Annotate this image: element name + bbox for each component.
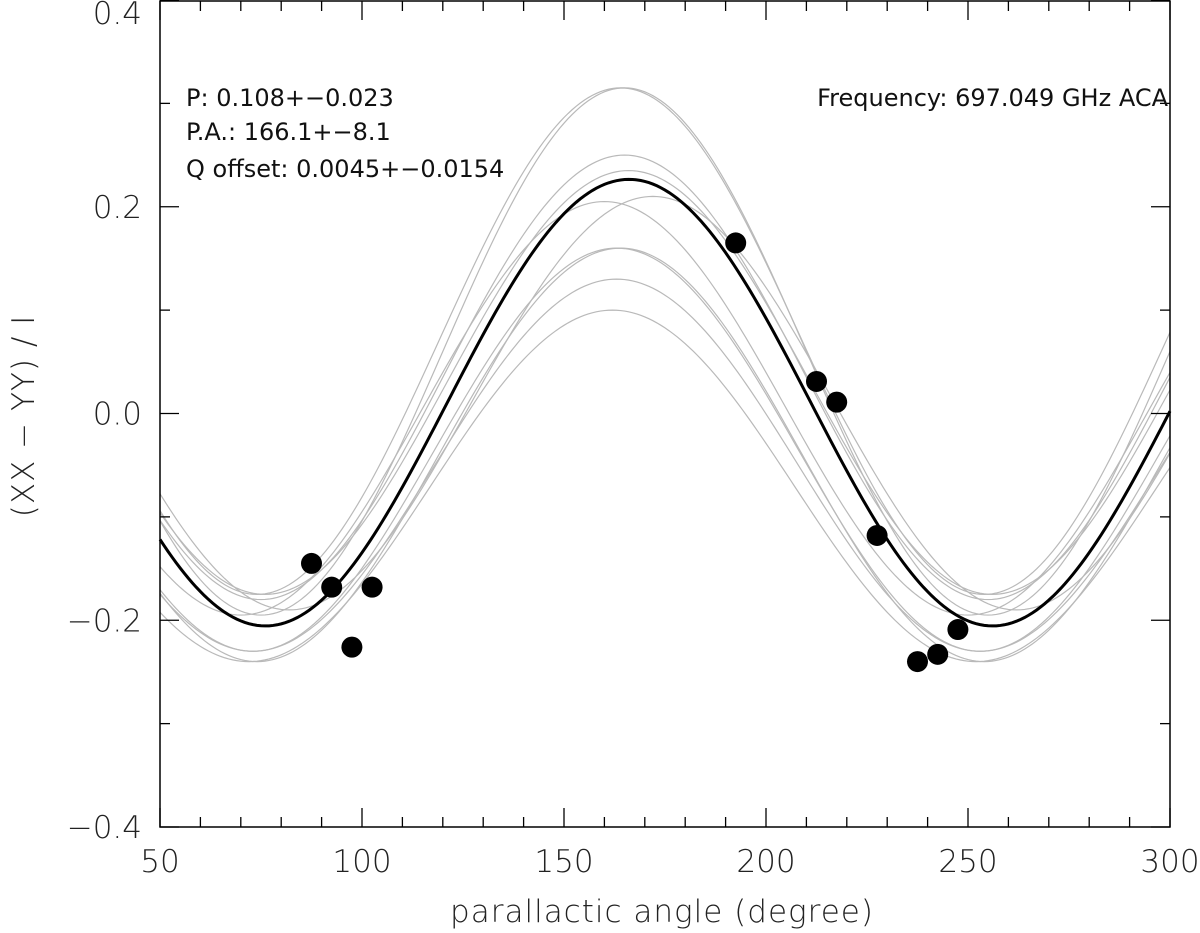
data-points [301, 232, 969, 673]
data-point-4 [361, 576, 383, 598]
data-point-11 [947, 619, 969, 641]
sample-fit-curve-6 [159, 195, 1171, 611]
data-point-10 [927, 643, 949, 665]
data-point-6 [806, 370, 827, 392]
y-tick-label: −0.2 [67, 603, 142, 639]
sample-fit-curve-4 [159, 169, 1171, 596]
x-tick-label: 150 [534, 844, 593, 880]
data-point-3 [341, 636, 363, 658]
sample-fit-curve-5 [159, 200, 1171, 616]
data-point-9 [907, 651, 928, 673]
x-tick-label: 250 [938, 844, 997, 880]
x-tick-labels: 50 100 150 200 250 300 [140, 844, 1199, 880]
y-tick-labels: −0.4 −0.2 0.0 0.2 0.4 [67, 0, 142, 846]
annotation-q-offset: Q offset: 0.0045+−0.0154 [186, 155, 504, 183]
y-tick-label: 0.2 [93, 190, 142, 226]
x-tick-label: 100 [332, 844, 391, 880]
data-point-1 [301, 552, 322, 574]
data-point-5 [725, 232, 747, 254]
sample-fit-curves [159, 87, 1171, 663]
sample-fit-curve-9 [159, 278, 1171, 652]
sample-fit-curve-1 [159, 87, 1171, 596]
annotation-position-angle: P.A.: 166.1+−8.1 [186, 118, 391, 146]
data-point-7 [826, 391, 848, 413]
x-axis-label: parallactic angle (degree) [450, 894, 874, 930]
x-tick-label: 300 [1140, 844, 1199, 880]
y-tick-label: 0.0 [93, 397, 142, 433]
y-tick-label: 0.4 [93, 0, 142, 32]
annotation-polarization: P: 0.108+−0.023 [186, 84, 394, 112]
sample-fit-curve-7 [159, 247, 1171, 663]
x-tick-label: 200 [736, 844, 795, 880]
y-tick-label: −0.4 [67, 810, 142, 846]
y-axis-label: (XX − YY) / I [6, 315, 42, 518]
data-point-2 [321, 576, 343, 598]
data-point-8 [866, 524, 888, 546]
tick-marks [159, 0, 1171, 828]
annotation-frequency: Frequency: 697.049 GHz ACA [817, 84, 1168, 112]
sample-fit-curve-10 [159, 309, 1171, 663]
x-tick-label: 50 [140, 844, 179, 880]
sample-fit-curve-2 [159, 87, 1171, 616]
sample-fit-curve-3 [159, 154, 1171, 601]
